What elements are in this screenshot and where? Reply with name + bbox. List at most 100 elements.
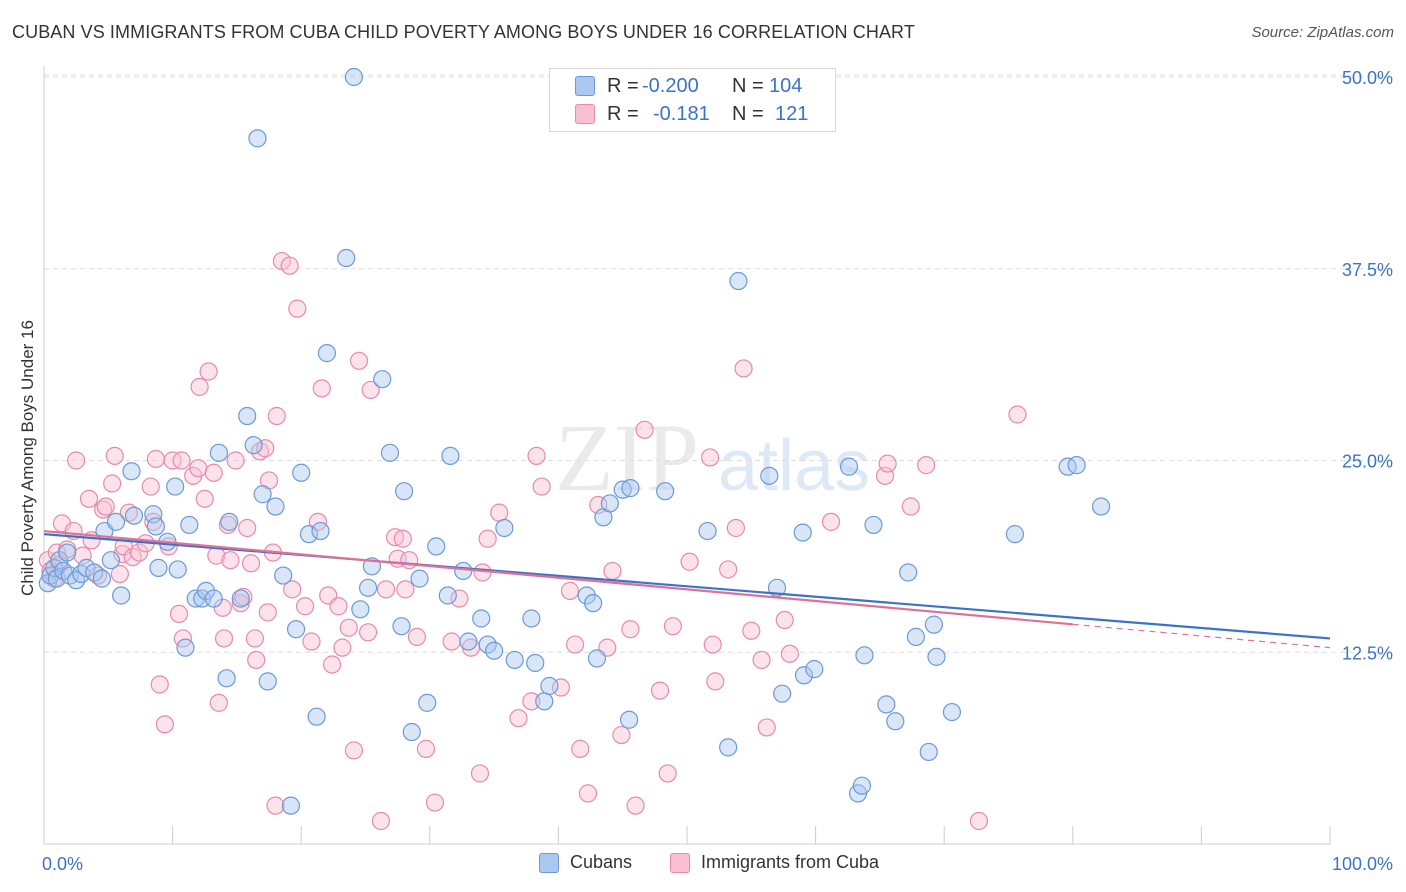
immigrants-point xyxy=(130,543,149,562)
immigrants-point xyxy=(719,560,738,579)
cubans-point xyxy=(274,566,293,585)
immigrants-point xyxy=(189,459,208,478)
immigrants-point xyxy=(442,632,461,651)
cubans-point xyxy=(719,738,738,757)
cubans-point xyxy=(852,776,871,795)
immigrants-point xyxy=(288,299,307,318)
immigrants-point xyxy=(376,580,396,599)
cubans-point xyxy=(760,466,779,485)
immigrants-point xyxy=(578,784,598,803)
x-tick-labels: 0.0% 100.0% xyxy=(42,854,1393,874)
immigrants-point xyxy=(119,503,138,522)
cubans-point xyxy=(427,537,446,556)
x-tick-label-1: 100.0% xyxy=(1332,854,1393,874)
immigrants-point xyxy=(371,811,391,831)
immigrants-point xyxy=(280,256,299,275)
cubans-point xyxy=(244,436,263,455)
immigrants-point xyxy=(105,446,124,465)
stats-legend: R = -0.200 N = 104 R = -0.181 N = 121 xyxy=(549,68,836,132)
immigrants-point xyxy=(238,518,257,538)
immigrants-point xyxy=(333,638,352,657)
immigrants-point xyxy=(701,448,720,467)
series-cubans-points xyxy=(38,67,1111,815)
cubans-point xyxy=(238,406,257,426)
cubans-point xyxy=(505,650,524,670)
cubans-point xyxy=(621,479,640,498)
immigrants-point xyxy=(621,620,640,639)
immigrants-point xyxy=(396,580,415,599)
immigrants-point xyxy=(195,489,214,508)
immigrants-swatch xyxy=(575,104,595,124)
cubans-point xyxy=(54,561,73,581)
cubans-point xyxy=(1058,457,1077,476)
watermark-zip: ZIP xyxy=(555,404,699,511)
immigrants-point xyxy=(527,446,546,465)
watermark: ZIP atlas xyxy=(555,404,870,511)
cubans-point xyxy=(146,517,165,536)
y-tick-label-0: 12.5% xyxy=(1342,643,1393,663)
cubans-point xyxy=(402,722,421,742)
immigrants-point xyxy=(155,715,174,734)
cubans-point xyxy=(1005,525,1025,544)
cubans-point xyxy=(351,600,370,619)
immigrants-trend-line xyxy=(43,529,1073,626)
cubans-point xyxy=(773,684,792,703)
immigrants-point xyxy=(473,563,492,582)
cubans-point xyxy=(209,443,228,462)
source-label: Source: ZipAtlas.com xyxy=(1251,24,1394,41)
immigrants-point xyxy=(400,551,419,570)
immigrants-point xyxy=(199,362,218,381)
cubans-point xyxy=(106,512,126,531)
immigrants-point xyxy=(706,672,725,691)
immigrants-point xyxy=(425,793,445,812)
cubans-point xyxy=(166,477,185,496)
immigrants-point xyxy=(560,581,580,600)
watermark-atlas: atlas xyxy=(718,426,870,506)
cubans-point xyxy=(698,521,717,541)
cubans-point xyxy=(535,692,554,711)
cubans-point xyxy=(495,518,514,538)
cubans-point xyxy=(924,615,944,634)
immigrants-point xyxy=(522,692,541,711)
axes xyxy=(43,66,1331,845)
n-value: 121 xyxy=(775,103,809,125)
immigrants-point xyxy=(349,351,369,370)
immigrants-point xyxy=(96,497,115,516)
immigrants-point xyxy=(241,554,261,573)
cubans-point xyxy=(919,742,938,762)
immigrants-point xyxy=(780,644,799,663)
cubans-point xyxy=(927,647,946,666)
immigrants-point xyxy=(878,454,897,473)
immigrants-point xyxy=(734,359,753,378)
cubans-point xyxy=(613,480,632,499)
cubans-point xyxy=(522,609,541,628)
cubans-point xyxy=(839,457,859,476)
immigrants-point xyxy=(312,379,331,398)
immigrants-point xyxy=(295,597,315,616)
immigrants-point xyxy=(635,420,654,439)
immigrants-point xyxy=(110,564,129,584)
cubans-point xyxy=(540,676,559,696)
immigrants-point xyxy=(247,650,266,670)
cubans-point xyxy=(864,515,883,535)
immigrants-point xyxy=(490,503,509,522)
immigrants-point xyxy=(478,529,497,548)
cubans-point xyxy=(459,632,478,651)
immigrants-point xyxy=(775,610,794,630)
n-label: N = xyxy=(732,103,764,125)
n-value: 104 xyxy=(769,75,803,97)
cubans-point xyxy=(729,271,748,291)
immigrants-point xyxy=(663,617,682,636)
cubans-point xyxy=(186,589,205,608)
cubans-point xyxy=(794,666,814,685)
immigrants-point xyxy=(603,561,622,581)
cubans-point xyxy=(485,641,504,660)
n-label: N = xyxy=(732,75,764,97)
cubans-point xyxy=(620,710,639,729)
cubans-point xyxy=(266,497,285,516)
immigrants-point xyxy=(650,681,670,700)
cubans-legend-label: Cubans xyxy=(570,852,633,872)
immigrants-point xyxy=(123,548,142,567)
cubans-point xyxy=(122,462,141,481)
